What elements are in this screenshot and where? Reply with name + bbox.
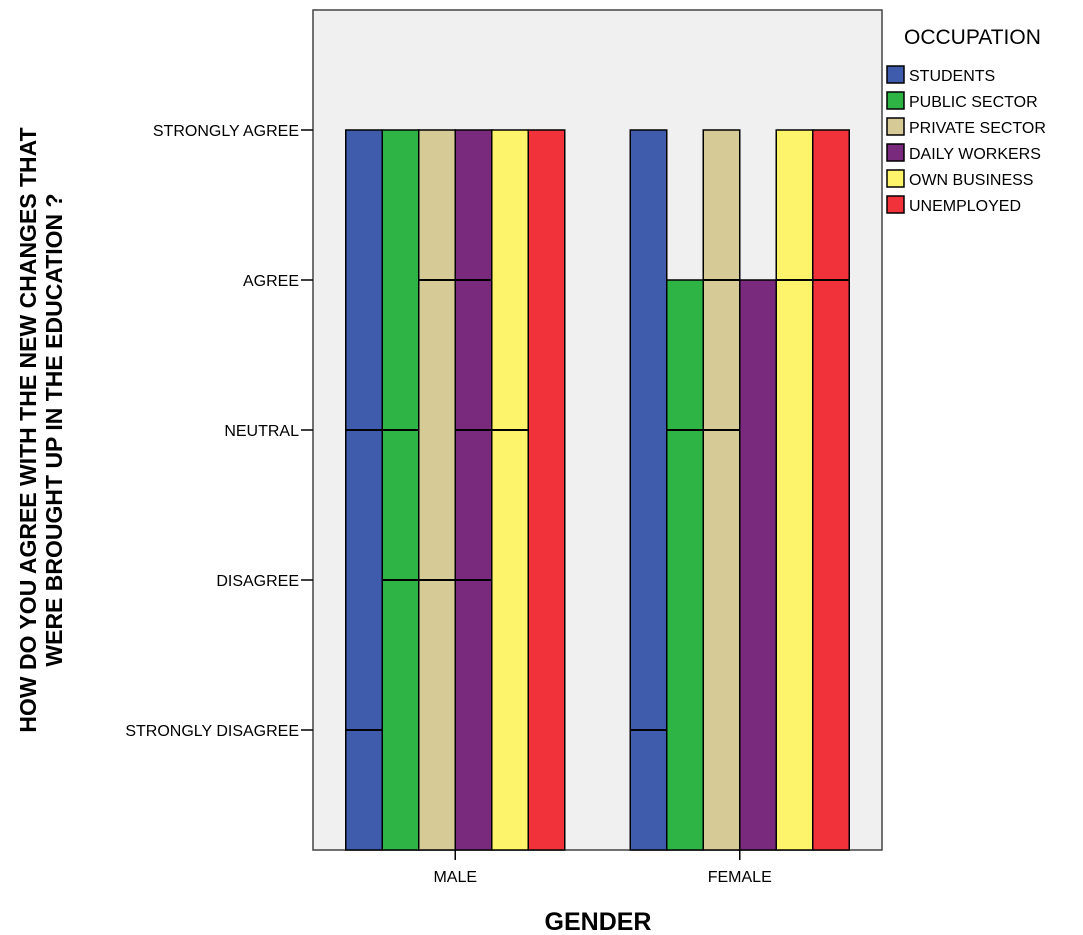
x-tick-label: FEMALE: [708, 869, 772, 886]
bar-male-unemployed: [527, 129, 566, 851]
y-tick-label: NEUTRAL: [224, 423, 299, 440]
legend-swatch: [886, 169, 905, 188]
x-axis: MALE FEMALE: [433, 850, 772, 886]
legend-swatch: [886, 91, 905, 110]
bars: [345, 129, 850, 851]
bar-female-daily-workers: [739, 279, 777, 851]
bar-male-students: [345, 129, 383, 851]
bar-male-own-business: [491, 129, 529, 851]
y-axis-title-line-2: WERE BROUGHT UP IN THE EDUCATION ?: [41, 193, 67, 666]
legend-label: OWN BUSINESS: [909, 172, 1033, 189]
bar-female-students: [629, 129, 668, 851]
legend-swatch: [886, 117, 905, 136]
legend-title: OCCUPATION: [904, 26, 1041, 49]
bar-female-own-business: [775, 129, 814, 851]
legend-swatch: [886, 143, 905, 162]
y-tick-label: STRONGLY AGREE: [153, 123, 299, 140]
legend-swatch: [886, 195, 905, 214]
legend-label: STUDENTS: [909, 68, 995, 85]
legend: STUDENTS PUBLIC SECTOR PRIVATE SECTOR DAILY…: [886, 65, 1046, 215]
legend-swatch: [886, 65, 905, 84]
y-tick-label: AGREE: [243, 273, 299, 290]
y-tick-label: DISAGREE: [216, 573, 299, 590]
y-tick-label: STRONGLY DISAGREE: [125, 723, 299, 740]
legend-label: DAILY WORKERS: [909, 146, 1041, 163]
bar-female-public-sector: [666, 279, 704, 851]
bar-male-private-sector: [418, 129, 456, 851]
y-axis: STRONGLY DISAGREE DISAGREE NEUTRAL AGREE STR…: [125, 123, 313, 740]
x-axis-title: GENDER: [545, 908, 652, 935]
bar-male-public-sector: [381, 129, 420, 851]
x-tick-label: MALE: [433, 869, 477, 886]
legend-label: PRIVATE SECTOR: [909, 120, 1046, 137]
bar-male-daily-workers: [454, 129, 493, 851]
legend-label: UNEMPLOYED: [909, 198, 1021, 215]
legend-label: PUBLIC SECTOR: [909, 94, 1038, 111]
bar-female-unemployed: [812, 129, 850, 851]
bar-female-private-sector: [702, 129, 741, 851]
y-axis-title-line-1: HOW DO YOU AGREE WITH THE NEW CHANGES TH…: [15, 127, 41, 732]
